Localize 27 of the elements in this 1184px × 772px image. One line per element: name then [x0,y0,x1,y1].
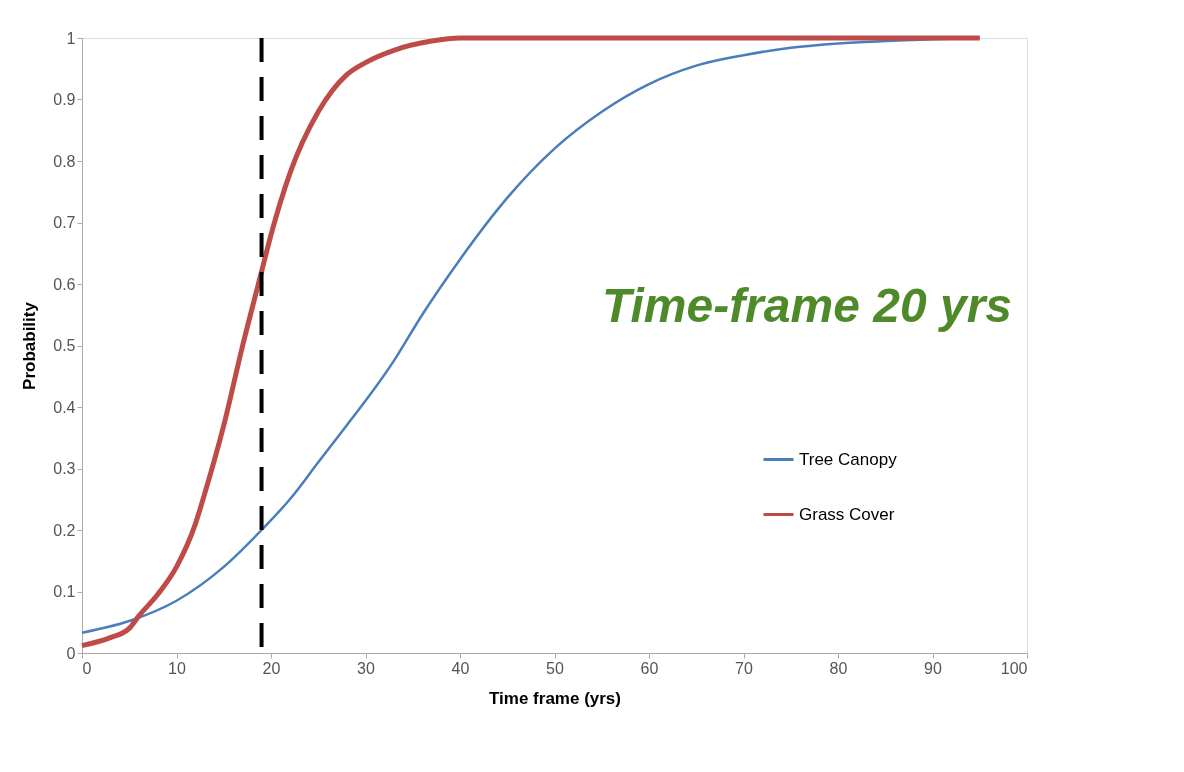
x-axis-title: Time frame (yrs) [489,688,621,708]
y-tick-label: 0.6 [53,275,76,293]
x-tick-label: 90 [924,659,942,677]
y-tick-label: 0 [66,644,76,662]
x-tick-label: 60 [640,659,659,677]
annotation: Time-frame 20 yrs [601,279,1012,332]
x-tick-label: 20 [262,659,281,677]
x-tick-label: 30 [357,659,375,677]
y-tick-label: 0.1 [53,583,76,600]
x-tick-label: 100 [1000,659,1028,677]
x-tick-label: 0 [82,659,92,677]
y-tick-label: 0.5 [53,337,76,354]
x-tick-label: 40 [451,659,470,677]
y-tick-label: 0.7 [53,214,76,231]
x-tick-label: 50 [546,659,564,677]
legend-label: Grass Cover [799,504,895,524]
y-tick-label: 0.4 [53,398,76,416]
y-tick-label: 1 [66,29,76,47]
y-tick-label: 0.8 [53,152,76,170]
legend-label: Tree Canopy [799,449,898,469]
y-axis-title: Probability [20,301,40,390]
y-tick-label: 0.2 [53,521,76,539]
x-tick-label: 70 [735,659,753,677]
y-tick-label: 0.3 [53,460,76,477]
x-tick-label: 10 [168,659,186,677]
x-tick-label: 80 [829,659,848,677]
y-tick-label: 0.9 [53,91,76,108]
